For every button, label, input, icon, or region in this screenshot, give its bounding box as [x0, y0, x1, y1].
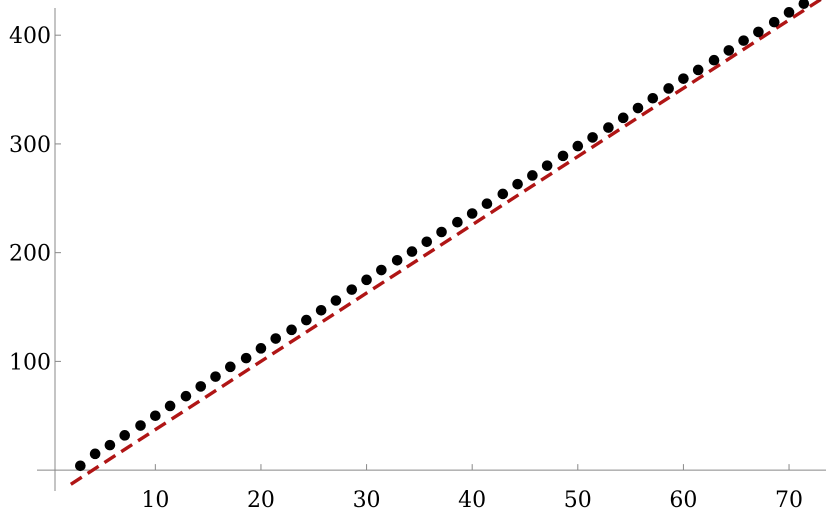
data-point	[663, 83, 674, 94]
data-point	[678, 73, 689, 84]
data-point	[692, 64, 704, 76]
fit-line	[69, 0, 824, 486]
y-tick-label: 200	[9, 242, 51, 267]
data-point	[376, 264, 387, 276]
y-tick-label: 400	[9, 24, 51, 49]
x-tick-label: 30	[353, 488, 381, 513]
data-point	[587, 132, 598, 143]
data-point	[75, 460, 86, 472]
axes: 10 20 30 40 50 60 70 100 200 300 400	[9, 8, 826, 513]
data-point	[738, 35, 749, 46]
data-point	[421, 236, 433, 248]
y-ticks: 100 200 300 400	[9, 24, 61, 375]
data-point	[89, 448, 101, 460]
x-tick-label: 10	[141, 488, 169, 513]
data-point	[466, 208, 478, 219]
data-point	[452, 216, 463, 228]
data-point	[195, 381, 207, 392]
x-tick-label: 20	[247, 488, 275, 513]
data-point	[541, 160, 553, 171]
data-point	[361, 274, 372, 286]
data-point	[391, 254, 403, 266]
data-point	[255, 343, 267, 354]
data-point	[557, 150, 569, 162]
data-point	[617, 112, 629, 124]
data-point	[572, 140, 584, 152]
data-point	[723, 45, 735, 56]
data-point	[753, 26, 764, 38]
x-tick-label: 50	[564, 488, 592, 513]
y-tick-label: 300	[9, 133, 51, 158]
data-points	[75, 0, 822, 472]
data-point	[104, 439, 116, 451]
data-point	[436, 226, 447, 238]
data-point	[225, 361, 236, 373]
data-point	[164, 400, 176, 412]
data-point	[315, 304, 327, 316]
data-point	[346, 284, 358, 295]
data-point	[135, 420, 146, 431]
data-point	[497, 188, 509, 200]
data-point	[330, 295, 342, 306]
data-point	[708, 54, 720, 66]
data-point	[481, 198, 493, 210]
data-point	[301, 314, 312, 326]
data-point	[512, 178, 523, 190]
data-point	[210, 371, 221, 382]
x-tick-label: 60	[669, 488, 697, 513]
x-ticks: 10 20 30 40 50 60 70	[141, 464, 803, 513]
data-point	[240, 352, 252, 364]
data-point	[632, 102, 644, 114]
data-point	[783, 7, 795, 18]
y-tick-label: 100	[9, 350, 51, 375]
data-point	[150, 410, 161, 422]
data-point	[527, 170, 538, 181]
data-point	[180, 390, 192, 402]
x-tick-label: 40	[458, 488, 486, 513]
data-point	[119, 430, 131, 441]
data-point	[603, 122, 614, 133]
x-tick-label: 70	[775, 488, 803, 513]
data-point	[286, 324, 297, 336]
data-point	[798, 0, 810, 9]
data-point	[647, 92, 659, 104]
data-point	[406, 246, 418, 257]
data-point	[768, 16, 780, 28]
data-point	[270, 333, 282, 344]
series-layer	[69, 0, 824, 486]
